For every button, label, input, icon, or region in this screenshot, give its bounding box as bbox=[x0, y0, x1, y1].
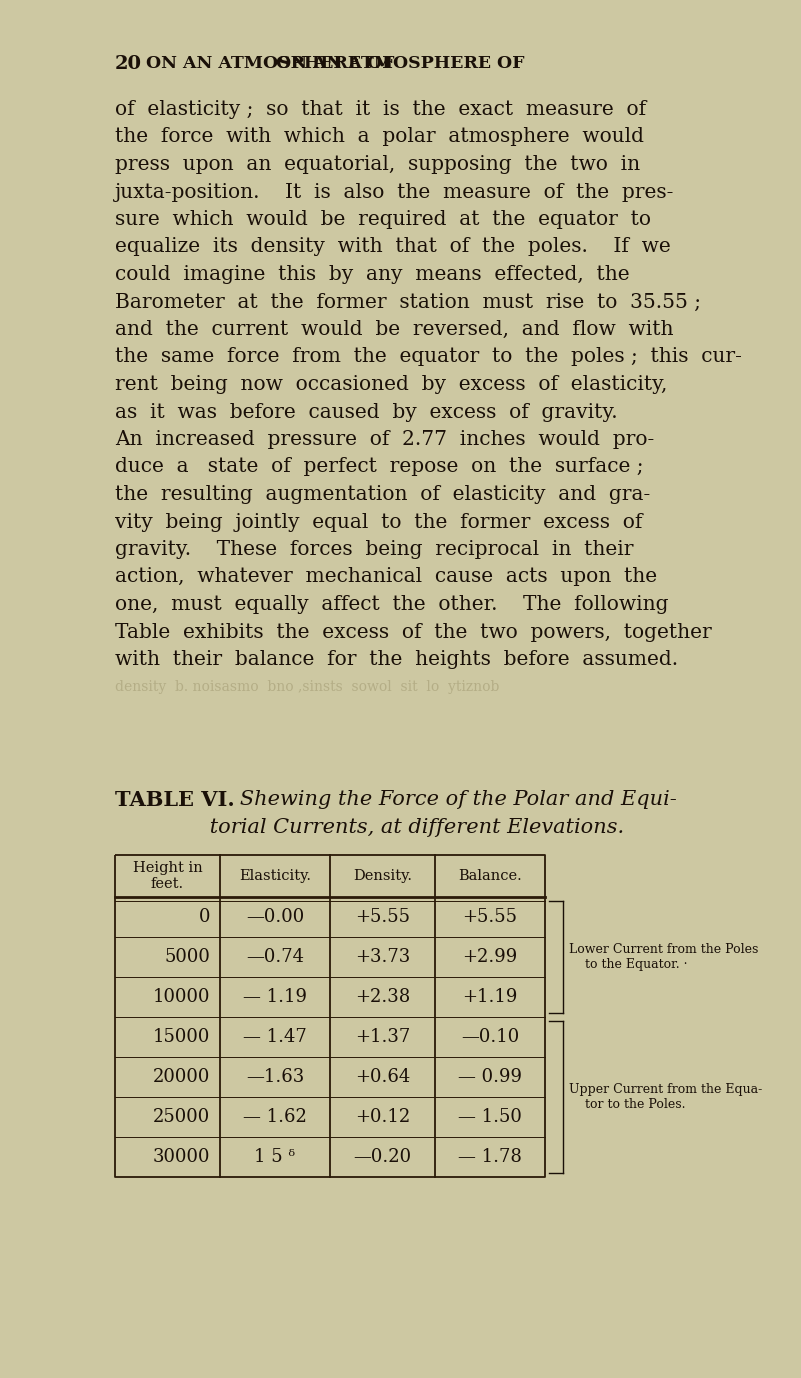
Text: ON AN ATMOSPHERE OF: ON AN ATMOSPHERE OF bbox=[146, 55, 394, 72]
Text: +3.73: +3.73 bbox=[355, 948, 410, 966]
Text: 1 5 ᵟ: 1 5 ᵟ bbox=[255, 1148, 296, 1166]
Text: — 1.62: — 1.62 bbox=[243, 1108, 307, 1126]
Text: —0.10: —0.10 bbox=[461, 1028, 519, 1046]
Text: of  elasticity ;  so  that  it  is  the  exact  measure  of: of elasticity ; so that it is the exact … bbox=[115, 101, 646, 119]
Text: equalize  its  density  with  that  of  the  poles.    If  we: equalize its density with that of the po… bbox=[115, 237, 670, 256]
Text: +1.37: +1.37 bbox=[355, 1028, 410, 1046]
Text: as  it  was  before  caused  by  excess  of  gravity.: as it was before caused by excess of gra… bbox=[115, 402, 618, 422]
Text: 25000: 25000 bbox=[153, 1108, 210, 1126]
Text: 20: 20 bbox=[115, 55, 142, 73]
Text: Balance.: Balance. bbox=[458, 870, 522, 883]
Text: Height in
feet.: Height in feet. bbox=[133, 861, 203, 892]
Text: +5.55: +5.55 bbox=[462, 908, 517, 926]
Text: 30000: 30000 bbox=[152, 1148, 210, 1166]
Text: density  b. noisasmo  bno ,sinsts  sowol  sit  lo  ytiznob: density b. noisasmo bno ,sinsts sowol si… bbox=[115, 679, 499, 693]
Text: —0.00: —0.00 bbox=[246, 908, 304, 926]
Text: ON AN ATMOSPHERE OF: ON AN ATMOSPHERE OF bbox=[276, 55, 524, 72]
Text: Density.: Density. bbox=[353, 870, 412, 883]
Text: — 1.50: — 1.50 bbox=[458, 1108, 522, 1126]
Text: An  increased  pressure  of  2.77  inches  would  pro-: An increased pressure of 2.77 inches wou… bbox=[115, 430, 654, 449]
Text: the  resulting  augmentation  of  elasticity  and  gra-: the resulting augmentation of elasticity… bbox=[115, 485, 650, 504]
Text: +2.99: +2.99 bbox=[462, 948, 517, 966]
Text: torial Currents, at different Elevations.: torial Currents, at different Elevations… bbox=[170, 819, 624, 836]
Text: 10000: 10000 bbox=[152, 988, 210, 1006]
Text: duce  a   state  of  perfect  repose  on  the  surface ;: duce a state of perfect repose on the su… bbox=[115, 457, 643, 477]
Text: one,  must  equally  affect  the  other.    The  following: one, must equally affect the other. The … bbox=[115, 595, 669, 615]
Text: — 1.47: — 1.47 bbox=[244, 1028, 307, 1046]
Text: +0.64: +0.64 bbox=[355, 1068, 410, 1086]
Text: 5000: 5000 bbox=[164, 948, 210, 966]
Text: — 1.19: — 1.19 bbox=[243, 988, 307, 1006]
Text: +1.19: +1.19 bbox=[462, 988, 517, 1006]
Text: 0: 0 bbox=[199, 908, 210, 926]
Text: —1.63: —1.63 bbox=[246, 1068, 304, 1086]
Text: rent  being  now  occasioned  by  excess  of  elasticity,: rent being now occasioned by excess of e… bbox=[115, 375, 667, 394]
Text: sure  which  would  be  required  at  the  equator  to: sure which would be required at the equa… bbox=[115, 209, 651, 229]
Text: gravity.    These  forces  being  reciprocal  in  their: gravity. These forces being reciprocal i… bbox=[115, 540, 634, 559]
Text: Elasticity.: Elasticity. bbox=[239, 870, 311, 883]
Text: +0.12: +0.12 bbox=[355, 1108, 410, 1126]
Text: 15000: 15000 bbox=[153, 1028, 210, 1046]
Text: — 1.78: — 1.78 bbox=[458, 1148, 522, 1166]
Text: press  upon  an  equatorial,  supposing  the  two  in: press upon an equatorial, supposing the … bbox=[115, 154, 640, 174]
Text: +2.38: +2.38 bbox=[355, 988, 410, 1006]
Text: the  same  force  from  the  equator  to  the  poles ;  this  cur-: the same force from the equator to the p… bbox=[115, 347, 742, 367]
Text: Shewing the Force of the Polar and Equi-: Shewing the Force of the Polar and Equi- bbox=[220, 790, 677, 809]
Text: —0.20: —0.20 bbox=[353, 1148, 412, 1166]
Text: action,  whatever  mechanical  cause  acts  upon  the: action, whatever mechanical cause acts u… bbox=[115, 568, 657, 587]
Text: Upper Current from the Equa-
    tor to the Poles.: Upper Current from the Equa- tor to the … bbox=[569, 1083, 763, 1111]
Text: —0.74: —0.74 bbox=[246, 948, 304, 966]
Text: — 0.99: — 0.99 bbox=[458, 1068, 522, 1086]
Text: 20000: 20000 bbox=[153, 1068, 210, 1086]
Text: with  their  balance  for  the  heights  before  assumed.: with their balance for the heights befor… bbox=[115, 650, 678, 668]
Text: +5.55: +5.55 bbox=[355, 908, 410, 926]
Text: Table  exhibits  the  excess  of  the  two  powers,  together: Table exhibits the excess of the two pow… bbox=[115, 623, 712, 642]
Text: Barometer  at  the  former  station  must  rise  to  35.55 ;: Barometer at the former station must ris… bbox=[115, 292, 701, 311]
Text: juxta-position.    It  is  also  the  measure  of  the  pres-: juxta-position. It is also the measure o… bbox=[115, 182, 674, 201]
Text: TABLE VI.: TABLE VI. bbox=[115, 790, 235, 810]
Text: Lower Current from the Poles
    to the Equator. ·: Lower Current from the Poles to the Equa… bbox=[569, 943, 759, 971]
Text: could  imagine  this  by  any  means  effected,  the: could imagine this by any means effected… bbox=[115, 265, 630, 284]
Text: and  the  current  would  be  reversed,  and  flow  with: and the current would be reversed, and f… bbox=[115, 320, 674, 339]
Text: vity  being  jointly  equal  to  the  former  excess  of: vity being jointly equal to the former e… bbox=[115, 513, 642, 532]
Text: the  force  with  which  a  polar  atmosphere  would: the force with which a polar atmosphere … bbox=[115, 128, 644, 146]
